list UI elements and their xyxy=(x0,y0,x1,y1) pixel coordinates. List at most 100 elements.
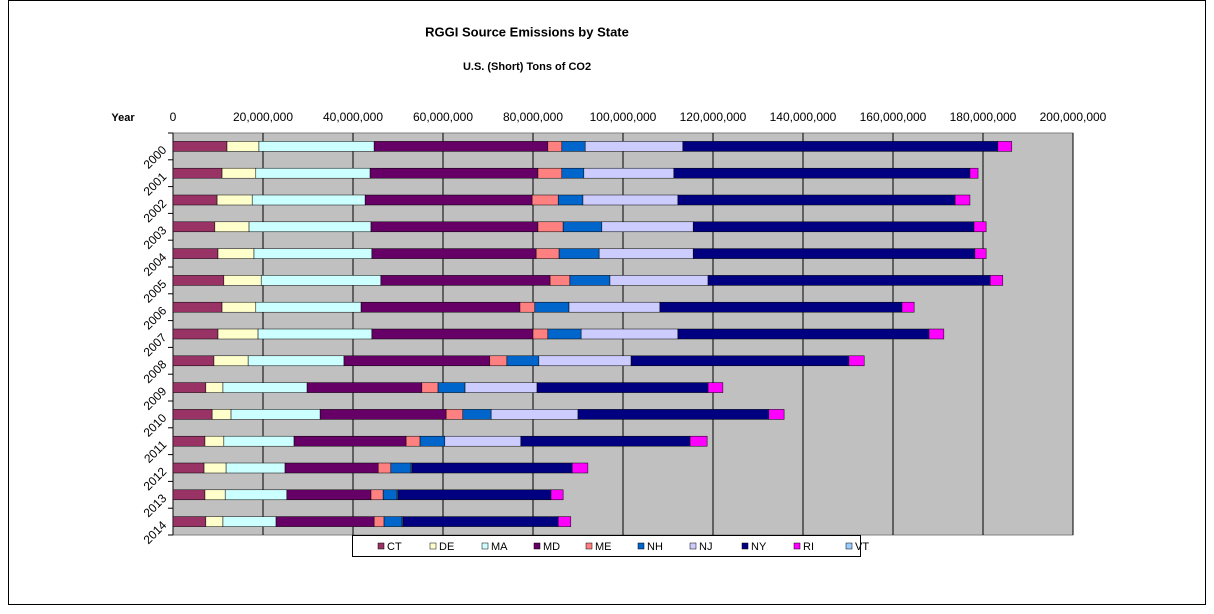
bar-segment xyxy=(707,382,724,393)
bar-segment xyxy=(211,409,232,420)
bar-segment xyxy=(689,435,708,447)
bar-segment xyxy=(969,167,979,179)
bar-segment xyxy=(306,382,423,393)
bar-segment xyxy=(253,248,373,259)
bar-segment xyxy=(275,516,375,527)
bar-segment xyxy=(557,516,572,527)
bar-segment xyxy=(373,141,549,152)
legend-swatch xyxy=(689,542,697,550)
bar-segment xyxy=(172,409,213,420)
bar-segment xyxy=(489,355,508,367)
x-tick-label: 0 xyxy=(170,110,177,124)
bar-segment xyxy=(172,141,228,152)
bar-segment xyxy=(997,141,1013,152)
bar-segment xyxy=(382,489,398,501)
legend-swatch xyxy=(585,542,593,550)
bar-segment xyxy=(172,328,219,340)
bar-segment xyxy=(901,301,915,313)
x-tick-label: 180,000,000 xyxy=(950,110,1017,124)
legend-label: NJ xyxy=(699,541,712,553)
bar-segment xyxy=(172,516,207,527)
x-tick-label: 60,000,000 xyxy=(413,110,473,124)
bar-segment xyxy=(217,248,255,259)
bar-segment xyxy=(557,194,584,206)
bar-segment xyxy=(537,221,564,233)
bar-segment xyxy=(222,382,308,393)
bar-segment xyxy=(534,301,570,313)
legend-swatch xyxy=(793,542,801,550)
bar-segment xyxy=(582,194,679,206)
legend-label: CT xyxy=(387,541,402,553)
bar-segment xyxy=(411,462,573,474)
bar-segment xyxy=(569,275,611,286)
bar-segment xyxy=(601,221,694,233)
x-tick-label: 80,000,000 xyxy=(503,110,563,124)
bar-segment xyxy=(547,141,563,152)
bar-segment xyxy=(405,435,421,447)
bar-segment xyxy=(538,355,632,367)
bar-segment xyxy=(172,301,223,313)
bar-segment xyxy=(532,328,549,340)
bar-segment xyxy=(659,301,903,313)
legend-swatch xyxy=(533,542,541,550)
legend-label: NY xyxy=(751,541,767,553)
bar-segment xyxy=(390,462,412,474)
bar-segment xyxy=(255,167,371,179)
bar-segment xyxy=(204,489,226,501)
bar-segment xyxy=(172,435,206,447)
bar-segment xyxy=(172,248,219,259)
bar-segment xyxy=(419,435,446,447)
legend-label: ME xyxy=(595,541,612,553)
x-tick-label: 20,000,000 xyxy=(233,110,293,124)
bar-segment xyxy=(989,275,1004,286)
bar-segment xyxy=(172,355,215,367)
bar-segment xyxy=(550,489,564,501)
bar-segment xyxy=(360,301,521,313)
bar-segment xyxy=(520,435,691,447)
bar-segment xyxy=(221,301,257,313)
bar-segment xyxy=(421,382,439,393)
bar-segment xyxy=(222,516,277,527)
legend-label: DE xyxy=(439,541,454,553)
bar-segment xyxy=(682,141,999,152)
bar-segment xyxy=(437,382,466,393)
bar-segment xyxy=(380,275,551,286)
bar-segment xyxy=(258,141,375,152)
bar-segment xyxy=(584,141,684,152)
bar-segment xyxy=(172,462,205,474)
legend-label: MA xyxy=(491,541,508,553)
bar-segment xyxy=(172,275,225,286)
bar-segment xyxy=(225,462,286,474)
bar-segment xyxy=(373,516,385,527)
bar-segment xyxy=(580,328,679,340)
bar-segment xyxy=(568,301,661,313)
bar-segment xyxy=(561,141,586,152)
bar-segment xyxy=(226,141,260,152)
bar-segment xyxy=(217,328,259,340)
bar-segment xyxy=(205,516,224,527)
bar-segment xyxy=(707,275,991,286)
bar-segment xyxy=(319,409,447,420)
bar-segment xyxy=(445,409,464,420)
bar-segment xyxy=(172,382,207,393)
legend-swatch xyxy=(741,542,749,550)
x-tick-label: 160,000,000 xyxy=(860,110,927,124)
bar-segment xyxy=(371,328,534,340)
bar-segment xyxy=(535,248,560,259)
bar-segment xyxy=(213,355,249,367)
bar-segment xyxy=(371,248,537,259)
bar-segment xyxy=(204,435,225,447)
bar-segment xyxy=(954,194,971,206)
bar-segment xyxy=(630,355,850,367)
x-tick-label: 40,000,000 xyxy=(323,110,383,124)
x-tick-label: 100,000,000 xyxy=(590,110,657,124)
legend-label: MD xyxy=(543,541,560,553)
bar-segment xyxy=(221,167,257,179)
bar-segment xyxy=(444,435,522,447)
bar-segment xyxy=(677,194,956,206)
bar-segment xyxy=(370,489,384,501)
bar-segment xyxy=(284,462,379,474)
bar-segment xyxy=(583,167,675,179)
legend-label: RI xyxy=(803,541,814,553)
